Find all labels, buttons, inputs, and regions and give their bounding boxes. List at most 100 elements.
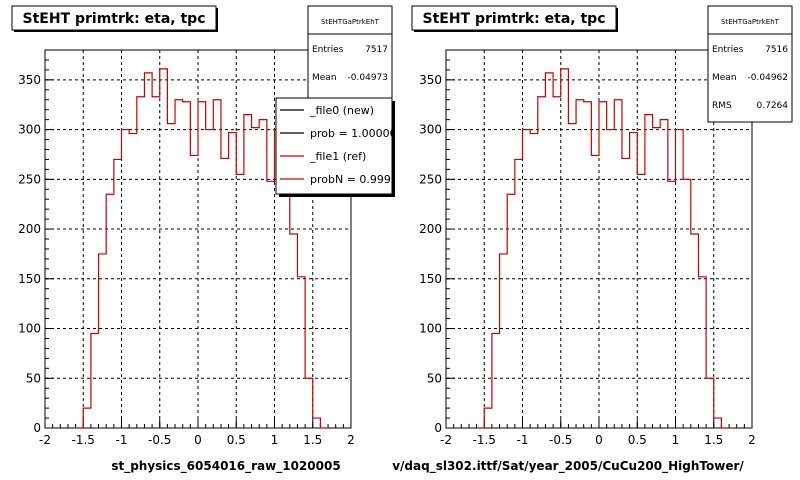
histogram-bin [221,158,229,428]
y-tick-label: 300 [18,123,41,137]
histogram-series-1 [476,68,730,429]
x-tick-label: 2 [347,433,355,447]
histogram-bin [297,277,305,428]
x-tick-label: 1 [672,433,680,447]
histogram-bin [190,155,198,428]
stats-name: StEHTGaPtrkEhT [321,18,380,26]
histogram-bin [538,97,546,428]
x-tick-label: -1.5 [72,433,95,447]
histogram-bin [683,179,691,428]
x-tick-label: 1 [271,433,279,447]
histogram-bin [305,378,313,428]
stats-label: Mean [312,73,337,83]
chart-panel-2: -2 -1.5 -1 -0.5 0 0.5 1 1.5 2 0 50 100 150 200 250 300 3… [392,5,793,474]
x-axis-label: st_physics_6054016_raw_1020005 [111,459,340,474]
y-tick-label: 50 [26,371,41,385]
x-tick-label: 1.5 [303,433,322,447]
histogram-bin [660,120,668,428]
histogram-bin [523,130,531,428]
histogram-bin [91,334,99,429]
histogram-bin [500,254,508,428]
histogram-bin [229,133,237,428]
histogram-bin [584,102,592,428]
stats-value: 0.7264 [757,101,789,111]
histogram-bin [290,234,298,428]
histogram-bin [137,97,145,428]
histogram-bin [267,181,275,428]
stats-label: Entries [712,45,744,55]
x-tick-label: 2 [748,433,756,447]
x-tick-label: 0.5 [227,433,246,447]
histogram-bin [252,128,260,428]
histogram-bin [653,128,661,428]
histogram-bin [213,100,221,428]
y-tick-label: 350 [18,73,41,87]
histogram-bin [591,155,599,428]
histogram-bin [175,100,183,428]
histogram-bin [561,69,569,428]
x-tick-label: -0.5 [549,433,572,447]
histogram-bin [259,120,267,428]
legend-entry: _file0 (new) [309,104,374,117]
histogram-bin [530,134,538,428]
x-tick-label: -1 [116,433,128,447]
histogram-bin [714,418,722,428]
histogram-bin [599,102,607,428]
y-tick-label: 300 [419,123,442,137]
x-tick-label: -1.5 [473,433,496,447]
y-tick-label: 50 [427,371,442,385]
histogram-bin [83,408,91,428]
stats-label: RMS [712,101,732,111]
histogram-bin [129,134,137,428]
histogram-bin [691,234,699,428]
x-tick-label: 0 [595,433,603,447]
histogram-bin [114,159,122,428]
histogram-bin [568,124,576,428]
histogram-bin [545,73,553,428]
stats-value: 7517 [365,45,388,55]
stats-value: -0.04962 [748,73,788,83]
histogram-bin [183,102,191,428]
stats-label: Entries [312,45,344,55]
histogram-bin [637,174,645,428]
histogram-bin [122,130,130,428]
title-box [411,5,617,31]
y-tick-label: 250 [419,172,442,186]
histogram-bin [698,277,706,428]
legend: _file0 (new) prob = 1.000000 _file1 (ref) p… [275,97,405,197]
legend-entry: probN = 0.99997 [310,173,405,186]
stats-name: StEHTGaPtrkEhT [721,18,780,26]
chart-panel-1: -2 -1.5 -1 -0.5 0 0.5 1 1.5 2 0 50 100 150 200 250 300 3… [11,5,405,474]
y-tick-label: 200 [419,222,442,236]
histogram-bin [668,181,676,428]
histogram-bin [507,194,515,428]
x-tick-label: -2 [39,433,51,447]
stats-value: -0.04973 [348,73,388,83]
histogram-bin [144,73,152,428]
chart-title: StEHT primtrk: eta, tpc [22,11,205,27]
histogram-bin [607,130,615,428]
histogram-bin [553,97,561,428]
histogram-bin [167,124,175,428]
histogram-bin [484,408,492,428]
histogram-bin [106,194,114,428]
stats-label: Mean [712,73,737,83]
y-tick-label: 200 [18,222,41,236]
y-tick-label: 250 [18,172,41,186]
histogram-bin [706,378,714,428]
histogram-bin [99,254,107,428]
stats-box [707,5,793,123]
histogram-bin [676,130,684,428]
histogram-bin [244,115,252,428]
y-tick-label: 150 [419,272,442,286]
histogram-bin [152,97,160,428]
histogram-bin [515,159,523,428]
histogram-bin [576,100,584,428]
histogram-bin [198,102,206,428]
y-tick-label: 150 [18,272,41,286]
y-tick-label: 0 [33,421,41,435]
legend-entry: prob = 1.000000 [310,127,404,140]
histogram-bin [206,130,214,428]
histogram-bin [160,69,168,428]
